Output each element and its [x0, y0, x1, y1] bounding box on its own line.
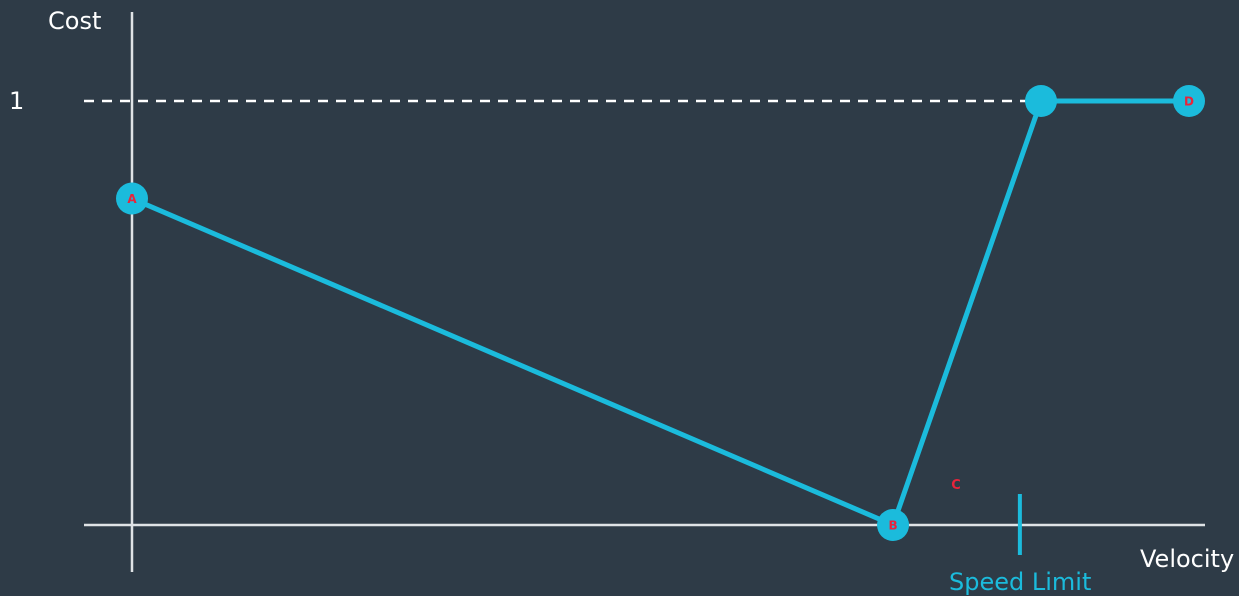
data-point-b [877, 509, 910, 541]
data-point-label-b: B [888, 519, 897, 533]
x-axis-label: Velocity [1140, 545, 1234, 573]
data-point-label-d: D [1184, 95, 1194, 109]
speed-limit-marker-letter: C [951, 478, 961, 493]
series-line [131, 98, 1189, 528]
data-point-a [116, 182, 148, 215]
data-point-3 [1025, 85, 1058, 117]
data-point-d [1173, 85, 1205, 117]
data-point-label-a: A [127, 192, 137, 206]
y-tick-label: 1 [9, 87, 24, 115]
series-layer [131, 98, 1189, 528]
speed-limit-label: Speed Limit [949, 568, 1091, 596]
y-axis-label: Cost [48, 7, 101, 35]
marks-layer: A B D [116, 85, 1205, 541]
axes [84, 12, 1205, 572]
